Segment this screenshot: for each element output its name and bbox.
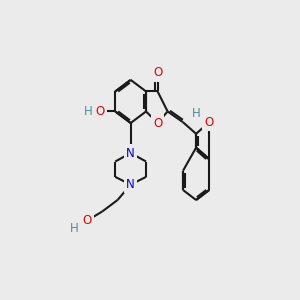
Text: H: H <box>70 222 79 235</box>
Text: O: O <box>153 116 162 130</box>
Text: H: H <box>84 105 93 118</box>
Text: N: N <box>126 146 135 160</box>
Text: O: O <box>95 105 104 118</box>
Text: O: O <box>153 67 162 80</box>
Text: O: O <box>82 214 92 227</box>
Text: H: H <box>192 107 200 120</box>
Text: O: O <box>205 116 214 129</box>
Text: N: N <box>126 178 135 191</box>
